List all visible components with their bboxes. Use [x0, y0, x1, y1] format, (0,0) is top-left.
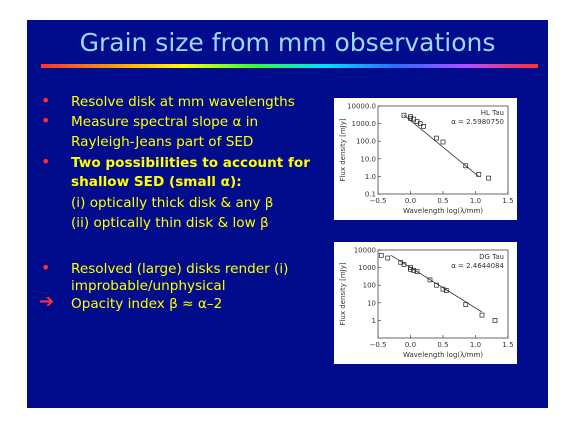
bullet-dot: • — [41, 258, 51, 277]
data-point — [434, 282, 439, 288]
y-tick-label: 10000 — [354, 247, 376, 255]
data-point — [476, 172, 482, 177]
x-tick-label: −0.5 — [370, 341, 387, 349]
y-tick-label: 10 — [367, 299, 376, 307]
data-point — [411, 116, 417, 122]
bullet-text: (ii) optically thin disk & low β — [71, 215, 269, 231]
bullet-text: Two possibilities to account for — [71, 155, 310, 171]
data-point — [401, 262, 407, 267]
data-point — [434, 135, 439, 141]
chart-title: HL Tau — [481, 109, 504, 117]
data-point — [440, 286, 446, 292]
data-point — [463, 302, 469, 307]
x-tick-label: 0.0 — [405, 197, 416, 205]
data-point — [492, 318, 498, 323]
y-tick-label: 100 — [363, 282, 376, 290]
y-tick-label: 10000.0 — [347, 103, 376, 111]
x-tick-label: 0.5 — [437, 341, 448, 349]
data-point — [440, 139, 446, 145]
y-axis-label: Flux density [mJy] — [339, 118, 347, 181]
y-tick-label: 100.0 — [356, 138, 376, 146]
data-point — [479, 312, 485, 318]
x-tick-label: 1.0 — [470, 197, 481, 205]
data-point — [408, 266, 413, 272]
bullet-text: Resolved (large) disks render (i) — [71, 261, 289, 277]
x-tick-label: 0.5 — [437, 197, 448, 205]
x-tick-label: 0.0 — [405, 341, 416, 349]
x-tick-label: −0.5 — [370, 197, 387, 205]
chart-panel-dg-tau: 10000 1000 100 10 1 −0.5 0.0 0.5 1.0 1.5 Wavelengt… — [334, 242, 517, 364]
slide-title: Grain size from mm observations — [79, 28, 496, 57]
data-point — [411, 267, 417, 273]
bullet-text: Rayleigh-Jeans part of SED — [71, 134, 254, 150]
x-axis-label: Wavelength log(λ/mm) — [403, 207, 483, 215]
bullet-text: Opacity index β ≈ α–2 — [71, 296, 223, 312]
alpha-annotation: α = 2.5980750 — [451, 118, 504, 126]
y-tick-label: 0.1 — [365, 191, 376, 199]
y-tick-label: 1 — [372, 317, 376, 325]
y-tick-label: 1000 — [358, 264, 376, 272]
rainbow-divider — [41, 64, 538, 68]
data-point — [385, 255, 391, 261]
x-tick-label: 1.0 — [470, 341, 481, 349]
x-tick-label: 1.5 — [502, 197, 513, 205]
chart-title: DG Tau — [479, 253, 504, 261]
bullet-text: Measure spectral slope α in — [71, 114, 259, 130]
bullet-dot: • — [41, 111, 51, 130]
fit-line — [403, 114, 480, 177]
alpha-annotation: α = 2.4644084 — [451, 262, 504, 270]
x-axis-label: Wavelength log(λ/mm) — [403, 351, 483, 359]
data-point — [408, 115, 413, 121]
slide: Grain size from mm observations • Resolv… — [27, 20, 548, 408]
bullet-dot: • — [41, 91, 51, 110]
arrow-right-icon: ➔ — [39, 291, 55, 312]
y-axis-label: Flux density [mJy] — [339, 262, 347, 325]
x-tick-label: 1.5 — [502, 341, 513, 349]
chart-panel-hl-tau: 10000.0 1000.0 100.0 10.0 1.0 0.1 −0.5 0.0 0.5 1.… — [334, 98, 517, 220]
data-point — [421, 123, 426, 129]
chart-hl-tau: 10000.0 1000.0 100.0 10.0 1.0 0.1−0.5 0.0 0.5 1.… — [339, 103, 514, 216]
data-point — [378, 252, 384, 258]
data-point — [463, 163, 469, 169]
bullet-text: Resolve disk at mm wavelengths — [71, 94, 295, 110]
bullet-text: (i) optically thick disk & any β — [71, 195, 274, 211]
y-tick-label: 10.0 — [360, 155, 376, 163]
bullet-text: improbable/unphysical — [71, 278, 226, 294]
data-point — [443, 288, 449, 293]
y-tick-label: 1000.0 — [352, 120, 377, 128]
data-point — [401, 112, 407, 118]
data-point — [486, 175, 491, 181]
data-point — [417, 121, 423, 126]
bullet-dot: • — [41, 152, 51, 171]
y-tick-label: 1.0 — [365, 173, 376, 181]
chart-dg-tau: 10000 1000 100 10 1 −0.5 0.0 0.5 1.0 1.5 Wavelengt… — [339, 247, 514, 360]
bullet-text: shallow SED (small α): — [71, 174, 242, 190]
data-point — [427, 277, 433, 283]
data-point — [414, 269, 420, 274]
